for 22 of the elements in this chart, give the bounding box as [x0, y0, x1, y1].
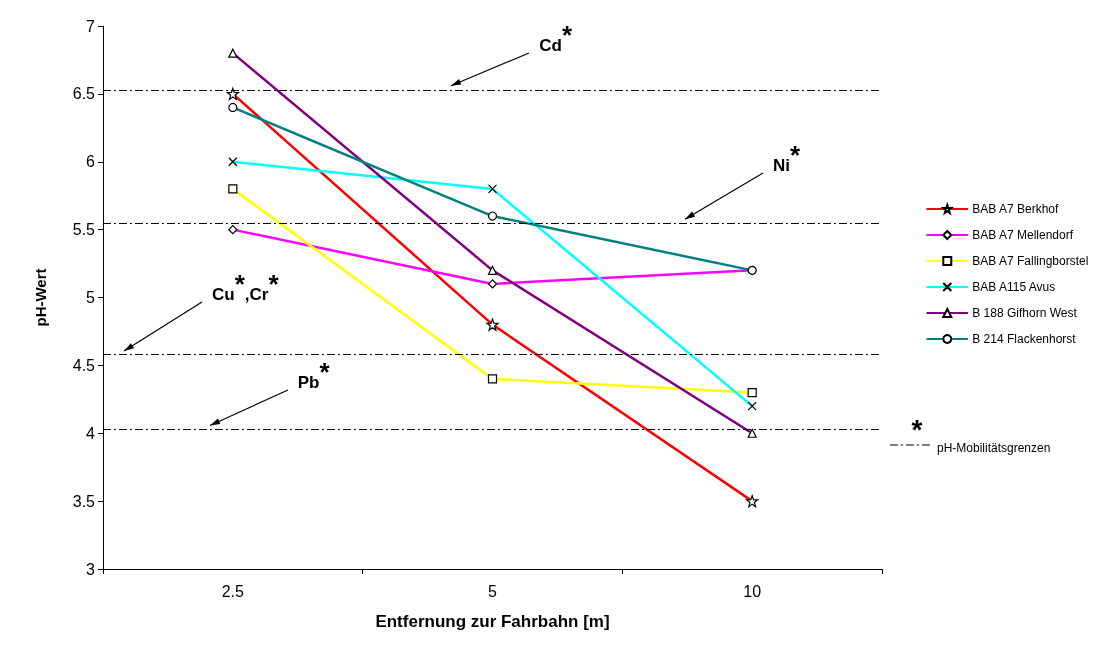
- legend-label: BAB A7 Fallingborstel: [972, 254, 1089, 268]
- y-tick-label: 5.5: [72, 221, 96, 239]
- y-tick-label: 6.5: [72, 85, 96, 103]
- y-tick-label: 6: [86, 153, 96, 171]
- legend-label: BAB A7 Mellendorf: [972, 228, 1074, 242]
- x-tick-label: 10: [743, 582, 762, 600]
- y-tick-label: 3: [86, 560, 96, 578]
- x-axis-title: Entfernung zur Fahrbahn [m]: [375, 612, 610, 631]
- legend-label: B 188 Gifhorn West: [972, 306, 1078, 320]
- legend-label: BAB A115 Avus: [972, 280, 1056, 294]
- legend-label: B 214 Flackenhorst: [972, 332, 1077, 346]
- x-tick-label: 2.5: [221, 582, 245, 600]
- y-tick-label: 3.5: [72, 492, 96, 510]
- y-tick-label: 7: [86, 17, 96, 35]
- legend-label: BAB A7 Berkhof: [972, 202, 1059, 216]
- y-tick-label: 5: [86, 289, 96, 306]
- y-axis-title: pH-Wert: [32, 268, 49, 327]
- text: pH-Mobilitätsgrenzen: [937, 440, 1051, 456]
- x-tick-label: 5: [488, 582, 498, 600]
- text: *: [910, 414, 924, 445]
- y-tick-label: 4: [86, 424, 96, 442]
- y-tick-label: 4.5: [72, 356, 96, 374]
